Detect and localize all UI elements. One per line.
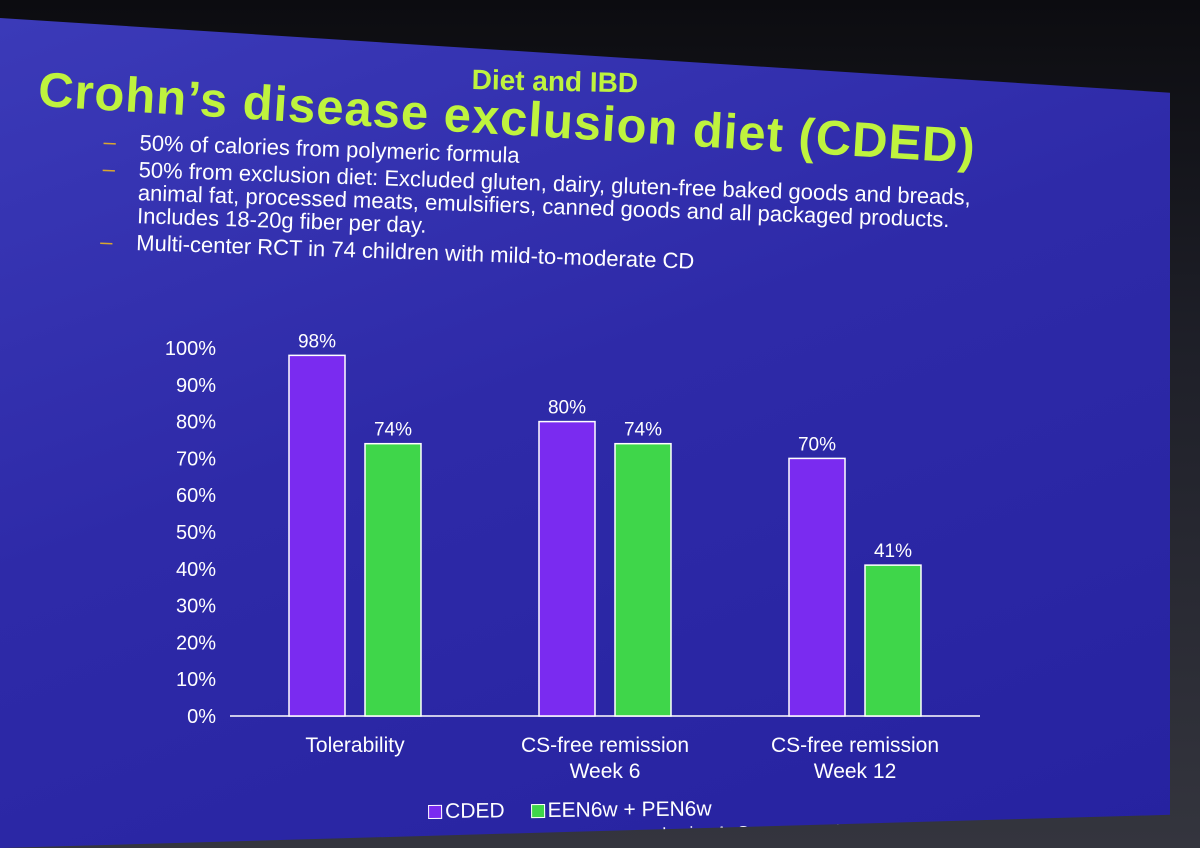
data-label: 80% — [548, 398, 586, 419]
y-tick-label: 0% — [187, 706, 216, 728]
x-tick-label: Week 6 — [570, 760, 641, 783]
y-tick-label: 20% — [176, 632, 216, 654]
bar-een6w-pen6w — [614, 442, 672, 717]
bar-een6w-pen6w — [864, 564, 922, 717]
y-tick-label: 50% — [176, 522, 216, 544]
bar-een6w-pen6w — [364, 442, 422, 717]
bar-cded — [288, 354, 346, 717]
bullet-dash-icon: – — [102, 155, 116, 182]
y-tick-label: 80% — [176, 412, 216, 434]
y-tick-label: 30% — [176, 596, 216, 618]
y-tick-label: 100% — [165, 338, 216, 360]
x-tick-label: Week 12 — [814, 760, 897, 783]
x-tick-label: Tolerability — [305, 734, 405, 757]
data-label: 70% — [798, 434, 836, 455]
bar-cded — [788, 457, 846, 717]
legend-label-een: EEN6w + PEN6w — [547, 797, 712, 822]
data-label: 74% — [374, 420, 412, 441]
legend-swatch-een — [530, 803, 545, 819]
x-tick-label: CS-free remission — [521, 734, 689, 757]
legend-label-cded: CDED — [444, 799, 505, 823]
bullet-dash-icon: – — [99, 228, 113, 255]
presentation-slide: Diet and IBD Crohn’s disease exclusion d… — [0, 18, 1170, 848]
legend-swatch-cded — [428, 804, 443, 819]
chart-legend: CDED EEN6w + PEN6w — [428, 798, 712, 824]
y-tick-label: 10% — [176, 669, 216, 691]
y-tick-label: 60% — [176, 485, 216, 507]
y-tick-label: 40% — [176, 559, 216, 581]
data-label: 41% — [874, 541, 912, 562]
y-tick-label: 90% — [176, 375, 216, 397]
data-label: 98% — [298, 331, 336, 352]
bullet-dash-icon: – — [103, 129, 117, 155]
legend-item-een: EEN6w + PEN6w — [530, 797, 712, 824]
x-tick-label: CS-free remission — [771, 734, 939, 757]
y-tick-label: 70% — [176, 448, 216, 470]
legend-item-cded: CDED — [428, 799, 505, 824]
data-label: 74% — [624, 420, 662, 441]
bar-cded — [538, 420, 596, 717]
bar-chart: 0% 10% 20% 30% 40% 50% 60% 70% 80% 90% 100% 98% 74% T… — [165, 331, 980, 783]
